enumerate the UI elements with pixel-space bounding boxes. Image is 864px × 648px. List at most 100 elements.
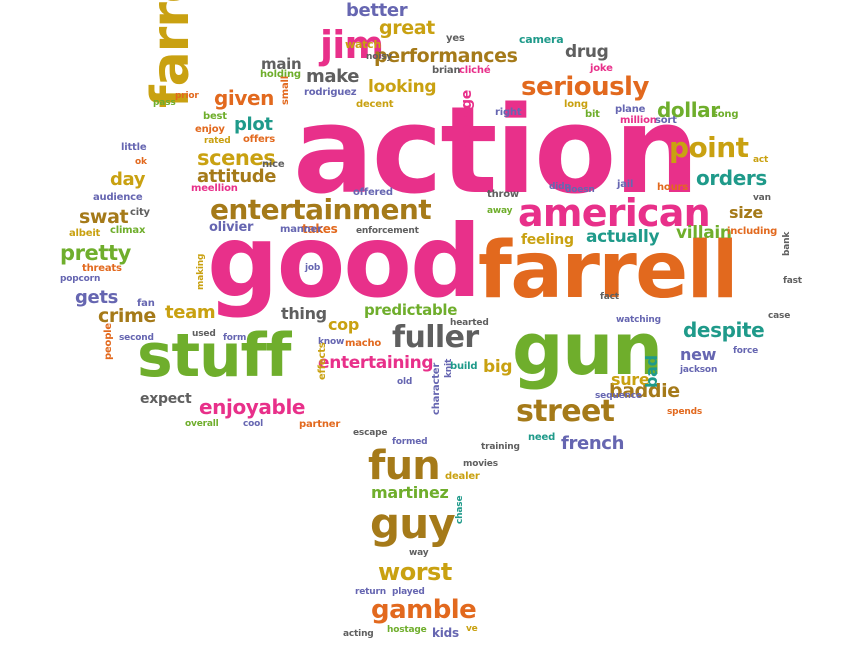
word-doesn: doesn: [565, 185, 595, 195]
word-average: average: [459, 90, 475, 152]
word-job: job: [305, 263, 321, 273]
word-watch: watch: [345, 38, 382, 51]
word-better: better: [346, 0, 408, 21]
word-making: making: [196, 253, 206, 290]
word-meellion: meellion: [191, 183, 238, 194]
word-gamble: gamble: [371, 595, 477, 625]
word-throw: throw: [487, 189, 519, 200]
word-point: point: [669, 131, 749, 164]
word-gets: gets: [75, 287, 118, 308]
word-rated: rated: [204, 136, 231, 146]
word-climax: climax: [110, 225, 146, 236]
word-fan: fan: [137, 298, 155, 309]
word-movies: movies: [463, 459, 498, 469]
word-drug: drug: [565, 42, 609, 62]
word-build: build: [450, 361, 478, 372]
word-cool: cool: [243, 419, 264, 429]
word-hours: hours: [657, 182, 688, 193]
word-crime: crime: [98, 305, 156, 327]
word-given: given: [214, 86, 275, 110]
word-training: training: [481, 442, 520, 452]
word-guy: guy: [370, 499, 456, 548]
word-know: know: [318, 337, 345, 347]
word-brian: brian: [432, 65, 461, 76]
word-audience: audience: [93, 192, 143, 203]
word-popcorn: popcorn: [60, 274, 101, 284]
word-jail: jail: [617, 179, 634, 190]
word-fuller: fuller: [392, 320, 479, 355]
word-kids: kids: [432, 626, 459, 640]
word-takes: takes: [302, 222, 338, 236]
word-worst: worst: [378, 558, 452, 586]
word-street: street: [516, 394, 615, 429]
word-expect: expect: [140, 391, 192, 407]
word-dealer: dealer: [445, 471, 480, 482]
word-feeling: feeling: [521, 232, 574, 248]
word-act: act: [753, 155, 769, 165]
word-ok: ok: [135, 157, 147, 167]
word-entertaining: entertaining: [318, 353, 434, 373]
word-make: make: [306, 66, 360, 87]
word-second: second: [119, 333, 154, 343]
word-stuff: stuff: [137, 321, 292, 391]
word-looking: looking: [368, 77, 437, 97]
word-performances: performances: [374, 45, 518, 67]
word-action: action: [293, 82, 699, 221]
word-offers: offers: [243, 134, 276, 145]
word-joke: joke: [590, 63, 613, 74]
word-thing: thing: [281, 304, 327, 323]
word-away: away: [487, 206, 513, 216]
word-noisy: noisy: [366, 52, 392, 62]
word-sure: sure: [611, 370, 650, 389]
word-pass: pass: [153, 98, 176, 108]
word-bank: bank: [782, 231, 792, 256]
word-watching: watching: [616, 315, 661, 325]
word-orders: orders: [696, 166, 767, 190]
word-sort: sort: [655, 115, 677, 126]
word-nice: nice: [262, 159, 285, 170]
word-including: including: [727, 226, 778, 237]
word-van: van: [753, 193, 771, 203]
word-best: best: [203, 111, 227, 122]
word-force: force: [733, 346, 759, 356]
word-jackson: jackson: [680, 365, 718, 375]
word-bad: bad: [642, 355, 661, 388]
word-jim: jim: [320, 23, 384, 67]
word-great: great: [379, 17, 435, 39]
word-macho: macho: [345, 338, 382, 349]
word-villain: villain: [676, 223, 732, 243]
word-case: case: [768, 311, 791, 321]
word-effects: effects: [317, 342, 328, 380]
word-entertainment: entertainment: [210, 193, 432, 226]
word-rodriguez: rodriguez: [304, 87, 357, 98]
word-yes: yes: [446, 33, 465, 44]
word-knit: knit: [444, 358, 454, 378]
word-way: way: [409, 548, 429, 558]
word-decent: decent: [356, 99, 394, 110]
word-attitude: attitude: [197, 166, 277, 187]
word-character: character: [431, 362, 442, 415]
word-right: right: [495, 107, 522, 118]
word-hearted: hearted: [450, 318, 489, 328]
word-new: new: [680, 345, 717, 364]
word-return: return: [355, 587, 387, 597]
word-didn: didn: [549, 182, 571, 192]
word-pretty: pretty: [60, 241, 131, 265]
word-long: long: [564, 99, 588, 110]
word-main: main: [261, 55, 302, 73]
word-million: million: [620, 115, 657, 126]
word-albeit: albeit: [69, 228, 101, 239]
word-despite: despite: [683, 318, 765, 342]
word-old: old: [397, 377, 413, 387]
word-city: city: [130, 207, 150, 218]
word-spends: spends: [667, 407, 703, 417]
word-sequence: sequence: [595, 391, 642, 401]
word-hostage: hostage: [387, 625, 427, 635]
word-prior: prior: [175, 91, 199, 101]
word-form: form: [223, 333, 247, 343]
word-gun: gun: [512, 307, 663, 391]
word-plane: plane: [615, 104, 646, 115]
word-scenes: scenes: [197, 146, 276, 170]
word-predictable: predictable: [364, 301, 458, 319]
word-team: team: [165, 302, 216, 323]
